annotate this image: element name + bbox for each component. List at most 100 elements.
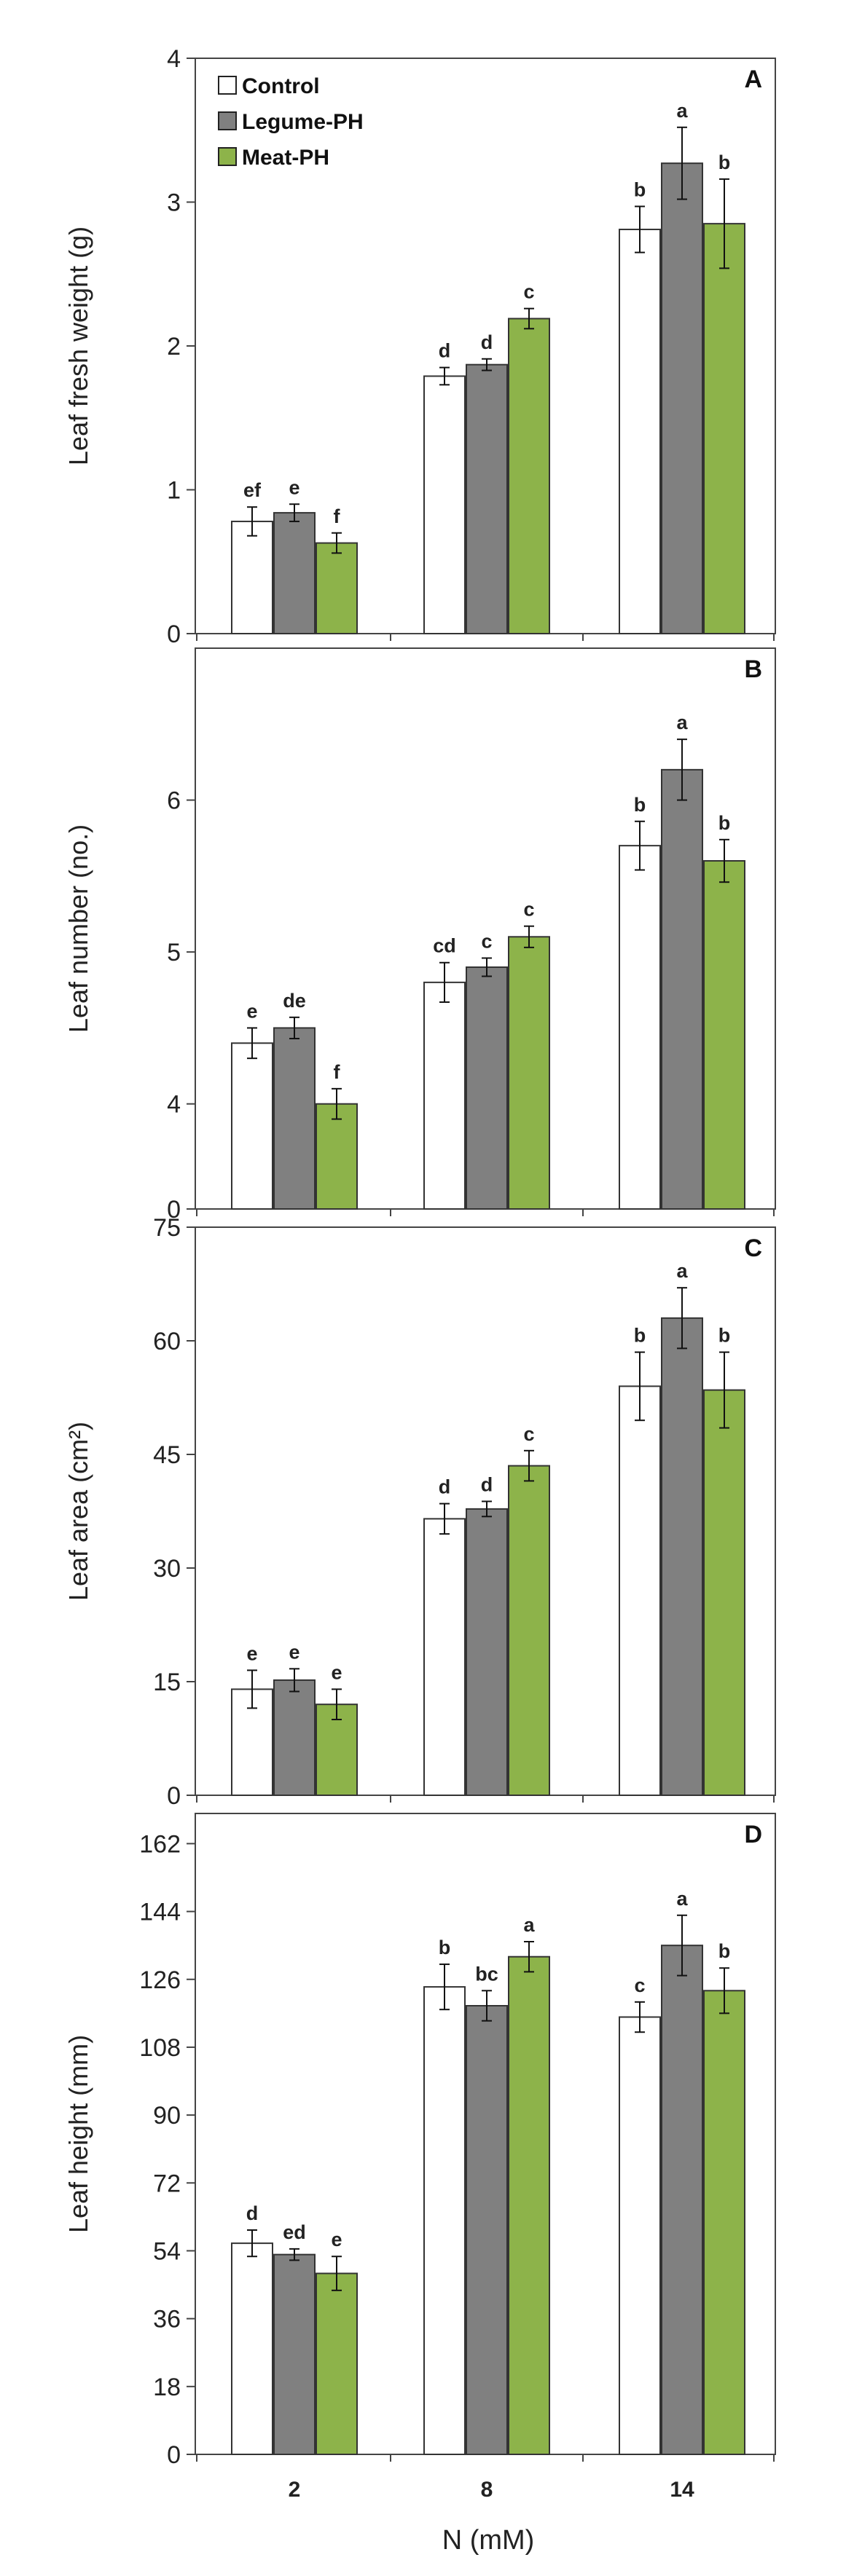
x-tick-label-14: 14 <box>670 2478 694 2502</box>
y-tick-label-a-0: 0 <box>167 621 181 648</box>
bar-c-8-control <box>423 1518 466 1796</box>
sig-letter-b-2-legume-ph: de <box>283 990 306 1012</box>
sig-letter-a-14-meat-ph: b <box>718 151 731 173</box>
bar-c-8-legume-ph <box>466 1508 508 1796</box>
y-tick-label-d-126: 126 <box>139 1966 181 1994</box>
bar-c-14-legume-ph <box>661 1317 703 1797</box>
sig-letter-a-14-control: b <box>634 178 646 200</box>
bar-b-8-control <box>423 981 466 1210</box>
bar-d-2-meat-ph <box>316 2272 358 2455</box>
sig-letter-a-2-legume-ph: e <box>289 476 299 498</box>
sig-letter-c-2-meat-ph: e <box>331 1661 342 1683</box>
y-tick-label-d-90: 90 <box>153 2102 181 2130</box>
sig-letter-c-14-legume-ph: a <box>676 1260 688 1282</box>
bar-b-8-meat-ph <box>508 936 550 1210</box>
bar-a-8-control <box>423 375 466 634</box>
sig-letter-c-14-meat-ph: b <box>718 1325 731 1347</box>
y-tick-label-d-18: 18 <box>153 2374 181 2401</box>
bar-c-8-meat-ph <box>508 1465 550 1796</box>
sig-letter-b-14-legume-ph: a <box>676 712 688 733</box>
panel-letter-d: D <box>744 1821 762 1848</box>
bar-c-14-control <box>619 1385 661 1796</box>
sig-letter-d-2-control: d <box>246 2202 259 2224</box>
panel-letter-a: A <box>744 66 762 93</box>
sig-letter-a-2-control: ef <box>243 479 262 501</box>
bar-a-8-meat-ph <box>508 318 550 634</box>
sig-letter-c-8-control: d <box>439 1476 451 1498</box>
bar-a-2-control <box>231 520 273 635</box>
y-tick-label-d-36: 36 <box>153 2306 181 2333</box>
y-tick-label-a-4: 4 <box>167 45 181 73</box>
bar-a-2-legume-ph <box>273 512 316 634</box>
y-tick-label-a-3: 3 <box>167 189 181 217</box>
y-tick-label-c-15: 15 <box>153 1669 181 1696</box>
y-tick-label-c-30: 30 <box>153 1555 181 1583</box>
bar-b-14-meat-ph <box>703 860 745 1210</box>
bar-d-8-control <box>423 1986 466 2455</box>
bar-d-14-legume-ph <box>661 1945 703 2456</box>
legend-label-meat-ph: Meat-PH <box>242 146 329 170</box>
sig-letter-b-14-meat-ph: b <box>718 812 731 834</box>
y-tick-label-d-54: 54 <box>153 2237 181 2265</box>
legend-swatch-meat-ph <box>218 147 237 166</box>
sig-letter-d-8-control: b <box>439 1937 451 1958</box>
bar-d-14-meat-ph <box>703 1990 745 2456</box>
sig-letter-c-8-meat-ph: c <box>523 1423 534 1445</box>
sig-letter-d-2-meat-ph: e <box>331 2229 342 2250</box>
bar-b-2-control <box>231 1042 273 1210</box>
bar-a-14-control <box>619 229 661 634</box>
y-axis-label-b: Leaf number (no.) <box>63 824 93 1033</box>
sig-letter-c-2-control: e <box>246 1642 257 1664</box>
y-tick-label-c-60: 60 <box>153 1328 181 1355</box>
legend-label-control: Control <box>242 74 320 98</box>
sig-letter-b-8-control: cd <box>433 935 456 957</box>
y-tick-label-a-1: 1 <box>167 477 181 505</box>
sig-letter-a-8-meat-ph: c <box>523 281 534 303</box>
sig-letter-b-14-control: b <box>634 794 646 816</box>
y-axis-label-a: Leaf fresh weight (g) <box>63 227 93 465</box>
y-tick-label-d-0: 0 <box>167 2441 181 2469</box>
bar-b-2-meat-ph <box>316 1103 358 1210</box>
bar-d-14-control <box>619 2016 661 2455</box>
legend-swatch-legume-ph <box>218 111 237 130</box>
sig-letter-d-2-legume-ph: ed <box>283 2221 306 2243</box>
sig-letter-a-14-legume-ph: a <box>676 100 688 122</box>
bar-b-14-control <box>619 845 661 1210</box>
panel-letter-c: C <box>744 1234 762 1262</box>
sig-letter-d-8-legume-ph: bc <box>475 1963 498 1985</box>
sig-letter-b-8-legume-ph: c <box>481 930 492 952</box>
y-tick-label-c-75: 75 <box>153 1214 181 1242</box>
bar-c-14-meat-ph <box>703 1389 745 1796</box>
y-tick-label-c-45: 45 <box>153 1441 181 1469</box>
panel-b: 0 4 5 6 Leaf number (no.) Be de f cd c c b a b <box>63 647 776 1224</box>
y-tick-label-b-6: 6 <box>167 787 181 815</box>
bar-d-8-legume-ph <box>466 2005 508 2455</box>
bar-d-2-control <box>231 2242 273 2456</box>
x-tick-label-2: 2 <box>289 2478 301 2502</box>
sig-letter-d-14-control: c <box>634 1974 645 1996</box>
y-tick-label-d-72: 72 <box>153 2170 181 2197</box>
sig-letter-b-8-meat-ph: c <box>523 899 534 921</box>
sig-letter-a-8-legume-ph: d <box>481 331 493 353</box>
y-tick-label-d-162: 162 <box>139 1830 181 1858</box>
sig-letter-d-8-meat-ph: a <box>523 1914 535 1936</box>
bar-c-2-legume-ph <box>273 1679 316 1796</box>
bar-a-14-meat-ph <box>703 223 745 634</box>
bar-b-8-legume-ph <box>466 966 508 1210</box>
y-axis-label-c: Leaf area (cm²) <box>63 1422 93 1601</box>
y-tick-label-b-0: 0 <box>167 1196 181 1224</box>
sig-letter-d-14-meat-ph: b <box>718 1940 731 1962</box>
sig-letter-c-2-legume-ph: e <box>289 1641 299 1663</box>
legend-swatch-control <box>218 76 237 95</box>
panel-d: 0 18 36 54 72 90 108 126 144 162 Leaf height (mm) D… <box>63 1813 776 2469</box>
x-tick-label-8: 8 <box>481 2478 493 2502</box>
bar-b-14-legume-ph <box>661 768 703 1210</box>
y-axis-label-d: Leaf height (mm) <box>63 2035 93 2233</box>
sig-letter-b-2-meat-ph: f <box>334 1061 341 1083</box>
panel-c: 0 15 30 45 60 75 Leaf area (cm²) Ce e e d d c b a b <box>63 1214 776 1810</box>
sig-letter-c-8-legume-ph: d <box>481 1473 493 1495</box>
bar-a-14-legume-ph <box>661 162 703 635</box>
